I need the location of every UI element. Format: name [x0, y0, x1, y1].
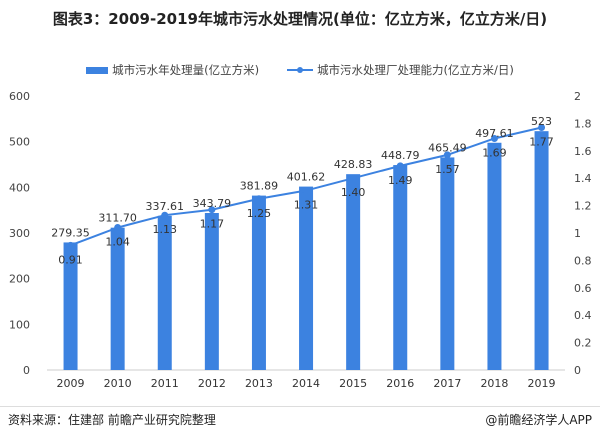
- line-point: [208, 206, 216, 214]
- line-data-label: 1.31: [294, 199, 319, 212]
- bar: [251, 195, 266, 370]
- line-data-label: 1.25: [247, 207, 272, 220]
- footer: 资料来源：住建部 前瞻产业研究院整理 @前瞻经济学人APP: [0, 406, 600, 438]
- line-data-label: 1.13: [153, 223, 178, 236]
- x-tick-label: 2017: [433, 377, 461, 390]
- y-right-tick-label: 0.4: [574, 309, 592, 322]
- x-tick-label: 2015: [339, 377, 367, 390]
- y-right-tick-label: 1.4: [574, 172, 592, 185]
- line-point: [538, 124, 546, 132]
- line-data-label: 1.69: [482, 146, 507, 159]
- y-left-tick-label: 500: [9, 136, 30, 149]
- y-left-tick-label: 300: [9, 227, 30, 240]
- bar: [204, 213, 219, 370]
- x-tick-label: 2014: [292, 377, 320, 390]
- line-point: [349, 174, 357, 182]
- legend: 城市污水年处理量(亿立方米) 城市污水处理厂处理能力(亿立方米/日): [0, 62, 600, 78]
- y-left-tick-label: 200: [9, 273, 30, 286]
- line-data-label: 0.91: [58, 253, 83, 266]
- x-tick-label: 2009: [57, 377, 85, 390]
- bar: [346, 174, 361, 370]
- bar-data-label: 497.61: [475, 127, 514, 140]
- y-right-tick-label: 1: [574, 227, 581, 240]
- line-data-label: 1.17: [200, 218, 225, 231]
- bar-data-label: 311.70: [98, 212, 137, 225]
- legend-line-swatch: [287, 67, 314, 73]
- line-point: [396, 162, 404, 170]
- line-point: [161, 211, 169, 219]
- x-tick-label: 2018: [480, 377, 508, 390]
- legend-label: 城市污水处理厂处理能力(亿立方米/日): [317, 63, 514, 77]
- bar: [440, 157, 455, 370]
- bar-data-label: 337.61: [146, 200, 185, 213]
- line-data-label: 1.49: [388, 174, 413, 187]
- bar-data-label: 465.49: [428, 141, 467, 154]
- y-left-tick-label: 0: [23, 364, 30, 377]
- bar: [299, 186, 314, 370]
- bar-data-label: 401.62: [287, 171, 326, 184]
- line-point: [255, 195, 263, 203]
- bar-data-label: 523: [531, 115, 552, 128]
- bar: [110, 227, 125, 370]
- plot-area: 0 100 200 300 400 500 600 0 0.2 0.4 0.6 0.8 1 1.2 1.4 1…: [9, 90, 592, 390]
- y-left-tick-label: 100: [9, 318, 30, 331]
- bar: [487, 142, 502, 370]
- bar: [63, 242, 78, 370]
- line-point: [114, 224, 122, 232]
- x-tick-label: 2019: [528, 377, 556, 390]
- chart-title: 图表3：2009-2019年城市污水处理情况(单位：亿立方米，亿立方米/日): [52, 10, 548, 28]
- legend-label: 城市污水年处理量(亿立方米): [112, 63, 260, 77]
- y-left-tick-label: 600: [9, 90, 30, 103]
- brand-label: @前瞻经济学人APP: [485, 413, 592, 427]
- line-point: [302, 187, 310, 195]
- bar: [393, 165, 408, 370]
- y-right-tick-label: 0.8: [574, 254, 592, 267]
- source-note: 资料来源：住建部 前瞻产业研究院整理: [8, 413, 216, 427]
- bar-data-label: 343.79: [193, 197, 232, 210]
- line-data-label: 1.04: [105, 236, 130, 249]
- bar-data-label: 381.89: [240, 180, 279, 193]
- line-point: [490, 134, 498, 142]
- y-right-tick-label: 0.6: [574, 282, 592, 295]
- y-right-tick-label: 1.6: [574, 145, 592, 158]
- x-tick-label: 2011: [151, 377, 179, 390]
- y-left-tick-label: 400: [9, 181, 30, 194]
- x-tick-label: 2012: [198, 377, 226, 390]
- bar-data-label: 428.83: [334, 158, 373, 171]
- x-tick-label: 2016: [386, 377, 414, 390]
- legend-bar-swatch: [86, 66, 109, 74]
- line-data-label: 1.57: [435, 163, 460, 176]
- x-tick-label: 2010: [104, 377, 132, 390]
- bar-data-label: 448.79: [381, 149, 420, 162]
- line-data-label: 1.40: [341, 186, 366, 199]
- line-data-label: 1.77: [529, 136, 554, 149]
- bar-data-label: 279.35: [51, 226, 90, 239]
- y-right-tick-label: 2: [574, 90, 581, 103]
- bar: [534, 131, 549, 370]
- bar: [157, 215, 172, 370]
- legend-item-bar: 城市污水年处理量(亿立方米): [86, 62, 259, 78]
- legend-item-line: 城市污水处理厂处理能力(亿立方米/日): [287, 62, 514, 78]
- y-right-tick-label: 0.2: [574, 337, 592, 350]
- y-right-tick-label: 0: [574, 364, 581, 377]
- line-point: [443, 151, 451, 159]
- x-tick-label: 2013: [245, 377, 273, 390]
- y-right-tick-label: 1.8: [574, 117, 592, 130]
- y-right-tick-label: 1.2: [574, 200, 592, 213]
- line-point: [67, 241, 75, 249]
